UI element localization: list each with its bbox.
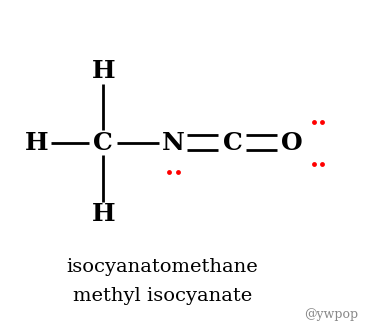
Text: @ywpop: @ywpop [304,308,358,321]
Text: O: O [281,131,302,155]
Text: H: H [92,59,115,83]
Text: H: H [25,131,49,155]
Text: N: N [162,131,185,155]
Text: C: C [223,131,242,155]
Text: isocyanatomethane: isocyanatomethane [66,258,258,276]
Text: methyl isocyanate: methyl isocyanate [73,287,252,306]
Text: C: C [93,131,113,155]
Text: H: H [92,202,115,226]
